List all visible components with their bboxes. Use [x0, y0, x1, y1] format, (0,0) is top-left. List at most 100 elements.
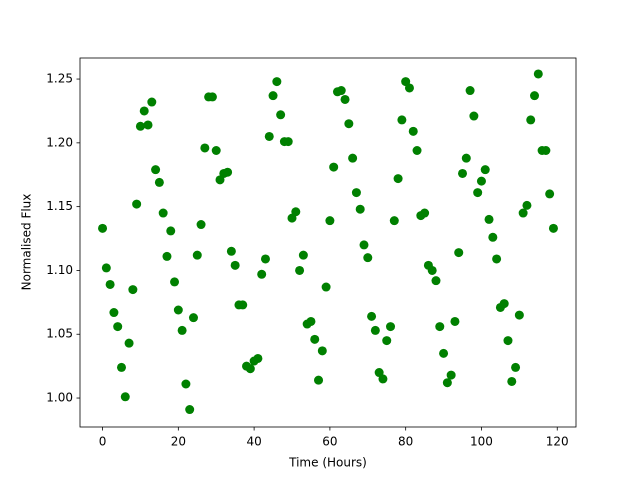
- point: [389, 216, 399, 226]
- point: [370, 325, 380, 335]
- point: [476, 176, 486, 186]
- point: [446, 370, 456, 380]
- point: [196, 220, 206, 230]
- point: [473, 188, 483, 198]
- point: [211, 146, 221, 156]
- point: [151, 165, 161, 175]
- point: [298, 250, 308, 260]
- y-axis-label: Normalised Flux: [20, 194, 34, 291]
- point: [484, 214, 494, 224]
- y-tick-label: 1.00: [46, 391, 73, 405]
- x-axis-label: Time (Hours): [288, 456, 367, 470]
- point: [147, 97, 157, 107]
- point: [170, 277, 180, 287]
- point: [454, 248, 464, 258]
- point: [158, 208, 168, 218]
- x-tick-label: 0: [99, 435, 107, 449]
- y-tick-label: 1.10: [46, 263, 73, 277]
- point: [276, 110, 286, 120]
- point: [488, 232, 498, 242]
- point: [321, 282, 331, 292]
- x-tick-label: 80: [398, 435, 413, 449]
- point: [397, 115, 407, 125]
- point: [518, 208, 528, 218]
- point: [393, 174, 403, 184]
- point: [128, 285, 138, 295]
- point: [507, 376, 517, 386]
- point: [120, 392, 130, 402]
- point: [135, 121, 145, 131]
- x-tick-label: 120: [546, 435, 569, 449]
- point: [469, 111, 479, 121]
- point: [548, 223, 558, 233]
- point: [181, 379, 191, 389]
- point: [533, 69, 543, 79]
- point: [314, 375, 324, 385]
- point: [404, 83, 414, 93]
- point: [514, 310, 524, 320]
- y-tick-label: 1.20: [46, 135, 73, 149]
- point: [412, 146, 422, 156]
- point: [359, 240, 369, 250]
- point: [427, 265, 437, 275]
- point: [124, 338, 134, 348]
- point: [154, 177, 164, 187]
- point: [325, 216, 335, 226]
- point: [348, 153, 358, 163]
- point: [336, 86, 346, 96]
- point: [188, 313, 198, 323]
- y-tick-label: 1.25: [46, 72, 73, 86]
- axes-frame: [79, 57, 577, 428]
- point: [355, 204, 365, 214]
- point: [317, 346, 327, 356]
- point: [461, 153, 471, 163]
- point: [264, 131, 274, 141]
- point: [306, 316, 316, 326]
- point: [420, 208, 430, 218]
- point: [329, 162, 339, 172]
- point: [238, 300, 248, 310]
- point: [435, 322, 445, 332]
- point: [351, 188, 361, 198]
- x-tick-label: 20: [171, 435, 186, 449]
- point: [173, 305, 183, 315]
- point: [408, 126, 418, 136]
- point: [223, 167, 233, 177]
- point: [522, 200, 532, 210]
- x-tick-label: 100: [470, 435, 493, 449]
- point: [139, 106, 149, 116]
- y-tick-label: 1.05: [46, 327, 73, 341]
- point: [207, 92, 217, 102]
- point: [526, 115, 536, 125]
- point: [492, 254, 502, 264]
- point: [116, 362, 126, 372]
- point: [177, 325, 187, 335]
- point: [253, 353, 263, 363]
- point: [260, 254, 270, 264]
- point: [511, 362, 521, 372]
- point: [530, 91, 540, 101]
- point: [344, 119, 354, 129]
- point: [295, 265, 305, 275]
- point: [105, 279, 115, 289]
- point: [101, 263, 111, 273]
- point: [499, 299, 509, 309]
- point: [272, 77, 282, 87]
- point: [378, 374, 388, 384]
- point: [439, 348, 449, 358]
- point: [109, 308, 119, 318]
- point: [283, 137, 293, 147]
- point: [458, 168, 468, 178]
- point: [545, 189, 555, 199]
- point: [185, 405, 195, 415]
- point: [386, 322, 396, 332]
- point: [257, 269, 267, 279]
- point: [340, 94, 350, 104]
- y-tick-label: 1.15: [46, 199, 73, 213]
- point: [132, 199, 142, 209]
- point: [291, 207, 301, 217]
- point: [431, 276, 441, 286]
- point: [192, 250, 202, 260]
